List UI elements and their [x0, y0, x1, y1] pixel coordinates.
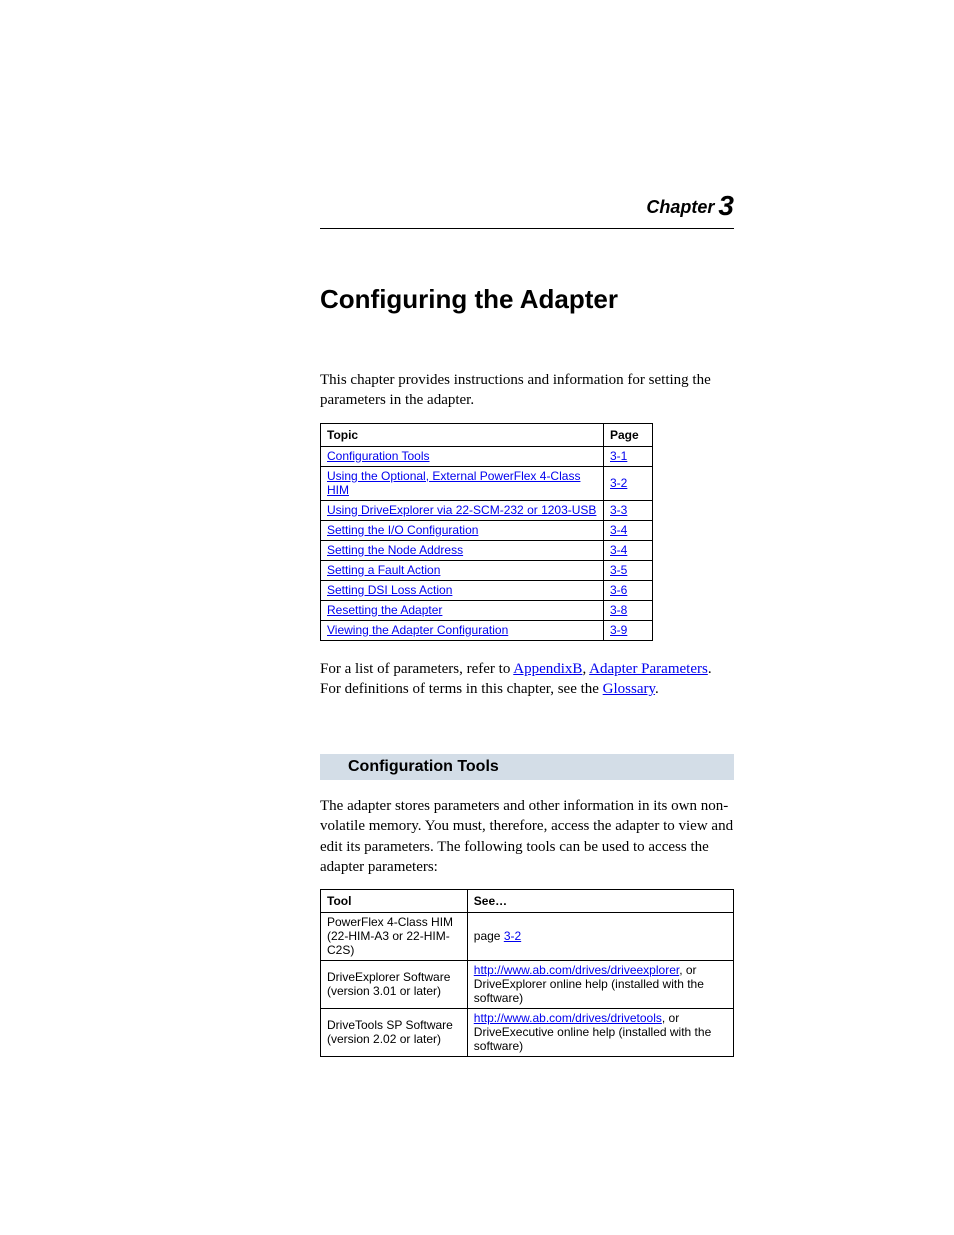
tools-row: PowerFlex 4-Class HIM (22-HIM-A3 or 22-H…	[321, 913, 734, 961]
toc-header-topic: Topic	[321, 423, 604, 446]
tool-line2: (version 2.02 or later)	[327, 1032, 441, 1046]
tools-see-cell: page 3-2	[467, 913, 733, 961]
toc-row: Setting DSI Loss Action 3-6	[321, 580, 653, 600]
toc-topic-link[interactable]: Setting DSI Loss Action	[327, 583, 452, 597]
tools-see-cell: http://www.ab.com/drives/driveexplorer, …	[467, 961, 733, 1009]
document-page: Chapter3 Configuring the Adapter This ch…	[0, 0, 954, 1135]
tool-line2: (version 3.01 or later)	[327, 984, 441, 998]
tool-line1: DriveExplorer Software	[327, 970, 450, 984]
glossary-link[interactable]: Glossary	[603, 681, 655, 697]
tool-line2: (22-HIM-A3 or 22-HIM-C2S)	[327, 929, 450, 957]
intro-paragraph: This chapter provides instructions and i…	[320, 370, 734, 411]
chapter-number: 3	[718, 190, 734, 221]
tools-header-row: Tool See…	[321, 890, 734, 913]
toc-topic-link[interactable]: Setting the I/O Configuration	[327, 523, 478, 537]
adapter-params-link[interactable]: Adapter Parameters	[589, 661, 708, 677]
toc-topic-link[interactable]: Setting a Fault Action	[327, 563, 440, 577]
tools-header-tool: Tool	[321, 890, 468, 913]
ref-text: .	[655, 681, 659, 697]
tools-tool-cell: DriveExplorer Software (version 3.01 or …	[321, 961, 468, 1009]
chapter-label: Chapter	[646, 197, 714, 217]
toc-row: Resetting the Adapter 3-8	[321, 600, 653, 620]
toc-page-link[interactable]: 3-6	[610, 583, 627, 597]
toc-row: Setting the Node Address 3-4	[321, 540, 653, 560]
page-title: Configuring the Adapter	[320, 284, 734, 315]
tools-tool-cell: DriveTools SP Software (version 2.02 or …	[321, 1009, 468, 1057]
toc-page-link[interactable]: 3-8	[610, 603, 627, 617]
tools-tool-cell: PowerFlex 4-Class HIM (22-HIM-A3 or 22-H…	[321, 913, 468, 961]
toc-topic-link[interactable]: Viewing the Adapter Configuration	[327, 623, 508, 637]
section-paragraph: The adapter stores parameters and other …	[320, 796, 734, 877]
see-link[interactable]: 3-2	[504, 929, 521, 943]
toc-row: Using the Optional, External PowerFlex 4…	[321, 466, 653, 500]
toc-page-link[interactable]: 3-4	[610, 523, 627, 537]
chapter-head: Chapter3	[320, 190, 734, 229]
tools-see-cell: http://www.ab.com/drives/drivetools, or …	[467, 1009, 733, 1057]
see-link[interactable]: http://www.ab.com/drives/drivetools	[474, 1011, 662, 1025]
see-link[interactable]: http://www.ab.com/drives/driveexplorer	[474, 963, 679, 977]
ref-text: For a list of parameters, refer to	[320, 661, 513, 677]
toc-row: Viewing the Adapter Configuration 3-9	[321, 620, 653, 640]
toc-topic-link[interactable]: Configuration Tools	[327, 449, 430, 463]
toc-topic-link[interactable]: Setting the Node Address	[327, 543, 463, 557]
toc-topic-link[interactable]: Using DriveExplorer via 22-SCM-232 or 12…	[327, 503, 596, 517]
tools-row: DriveTools SP Software (version 2.02 or …	[321, 1009, 734, 1057]
toc-header-row: Topic Page	[321, 423, 653, 446]
toc-row: Setting the I/O Configuration 3-4	[321, 520, 653, 540]
toc-page-link[interactable]: 3-9	[610, 623, 627, 637]
toc-row: Configuration Tools 3-1	[321, 446, 653, 466]
toc-page-link[interactable]: 3-5	[610, 563, 627, 577]
tool-line1: PowerFlex 4-Class HIM	[327, 915, 453, 929]
tools-header-see: See…	[467, 890, 733, 913]
toc-topic-link[interactable]: Resetting the Adapter	[327, 603, 442, 617]
tools-row: DriveExplorer Software (version 3.01 or …	[321, 961, 734, 1009]
toc-table: Topic Page Configuration Tools 3-1 Using …	[320, 423, 653, 641]
section-heading: Configuration Tools	[320, 754, 734, 780]
toc-row: Using DriveExplorer via 22-SCM-232 or 12…	[321, 500, 653, 520]
appendix-link[interactable]: AppendixB	[513, 661, 582, 677]
section-heading-bar: Configuration Tools	[320, 754, 734, 780]
toc-page-link[interactable]: 3-3	[610, 503, 627, 517]
toc-header-page: Page	[604, 423, 653, 446]
see-pre: page	[474, 929, 504, 943]
tool-line1: DriveTools SP Software	[327, 1018, 453, 1032]
toc-page-link[interactable]: 3-4	[610, 543, 627, 557]
toc-page-link[interactable]: 3-2	[610, 476, 627, 490]
toc-page-link[interactable]: 3-1	[610, 449, 627, 463]
reference-paragraph: For a list of parameters, refer to Appen…	[320, 659, 734, 700]
tools-table: Tool See… PowerFlex 4-Class HIM (22-HIM-…	[320, 889, 734, 1057]
toc-topic-link[interactable]: Using the Optional, External PowerFlex 4…	[327, 469, 580, 497]
toc-row: Setting a Fault Action 3-5	[321, 560, 653, 580]
